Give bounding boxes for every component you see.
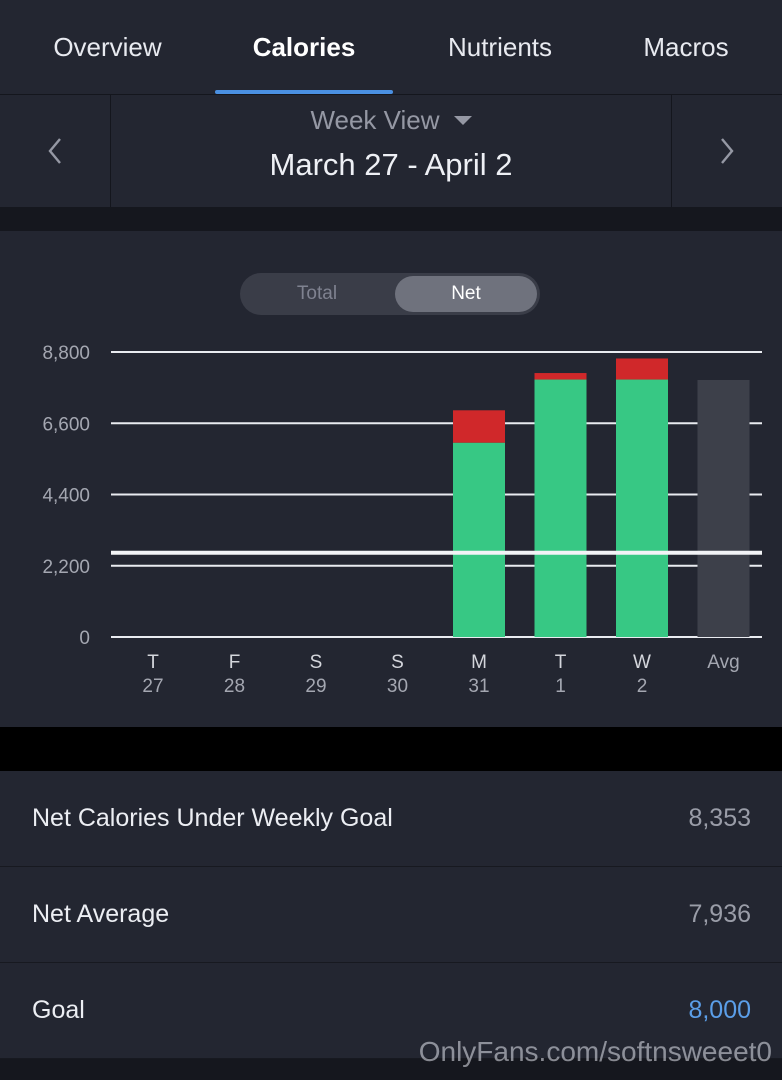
toggle-total-option[interactable]: Total — [296, 283, 338, 304]
stat-label: Net Calories Under Weekly Goal — [32, 804, 393, 832]
previous-week-button[interactable] — [0, 95, 111, 207]
goal-value[interactable]: 8,000 — [688, 996, 751, 1024]
stat-row-net-average: Net Average 7,936 — [0, 867, 782, 963]
chevron-right-icon — [721, 138, 734, 164]
x-date-label: 31 — [468, 676, 489, 697]
date-range-label: March 27 - April 2 — [269, 147, 513, 182]
tab-macros[interactable]: Macros — [643, 32, 729, 62]
x-day-label: S — [310, 652, 323, 673]
x-day-label: F — [229, 652, 241, 673]
tab-nutrients[interactable]: Nutrients — [447, 32, 553, 62]
net-calorie-bar — [534, 379, 587, 637]
stat-value: 7,936 — [688, 900, 751, 928]
x-day-label: Avg — [707, 652, 739, 673]
tab-calories[interactable]: Calories — [252, 32, 356, 62]
top-tab-bar: Overview Calories Nutrients Macros — [0, 0, 782, 95]
net-calorie-bar — [453, 442, 505, 637]
week-view-dropdown[interactable]: Week View — [110, 105, 672, 145]
over-goal-bar — [616, 358, 668, 380]
chevron-left-icon — [48, 138, 61, 164]
over-goal-bar — [534, 373, 587, 380]
stat-label: Net Average — [32, 900, 170, 928]
x-date-label: 27 — [142, 676, 163, 697]
y-tick-label: 6,600 — [42, 414, 90, 435]
stat-row-under-goal: Net Calories Under Weekly Goal 8,353 — [0, 771, 782, 867]
stat-label: Goal — [32, 996, 85, 1024]
x-date-label: 30 — [387, 676, 408, 697]
x-day-label: T — [555, 652, 567, 673]
y-tick-label: 8,800 — [42, 343, 90, 364]
section-divider-black — [0, 727, 782, 771]
stats-list: Net Calories Under Weekly Goal 8,353 Net… — [0, 771, 782, 1059]
bottom-divider — [0, 1059, 782, 1080]
next-week-button[interactable] — [671, 95, 782, 207]
over-goal-bar — [453, 410, 505, 443]
net-calorie-bar — [616, 379, 668, 637]
chart-panel: 8,800 6,600 4,400 2,200 0 T 27 F 28 S 29 S 30 M 31 T 1 W 2… — [0, 231, 782, 727]
stat-value: 8,353 — [688, 804, 751, 832]
x-day-label: W — [633, 652, 651, 673]
date-navigator: Week View March 27 - April 2 — [0, 95, 782, 207]
stat-row-goal[interactable]: Goal 8,000 — [0, 963, 782, 1059]
x-day-label: M — [471, 652, 487, 673]
x-date-label: 2 — [637, 676, 648, 697]
x-date-label: 1 — [555, 676, 566, 697]
x-date-label: 28 — [224, 676, 245, 697]
toggle-net-option[interactable]: Net — [395, 276, 537, 312]
y-tick-label: 4,400 — [42, 486, 90, 507]
total-net-toggle[interactable]: Total Net — [240, 273, 540, 315]
calories-bar-chart: 8,800 6,600 4,400 2,200 0 T 27 F 28 S 29 S 30 M 31 T 1 W 2… — [42, 343, 762, 697]
section-divider — [0, 207, 782, 231]
x-day-label: T — [147, 652, 159, 673]
caret-down-icon — [453, 115, 472, 125]
tab-overview[interactable]: Overview — [53, 32, 162, 62]
x-date-label: 29 — [305, 676, 326, 697]
x-day-label: S — [391, 652, 404, 673]
watermark-text: OnlyFans.com/softnsweeet0 — [418, 1036, 772, 1067]
average-bar — [697, 379, 750, 637]
week-view-label: Week View — [310, 105, 440, 135]
y-tick-label: 0 — [79, 628, 90, 649]
active-tab-indicator — [215, 90, 393, 94]
y-tick-label: 2,200 — [42, 557, 90, 578]
